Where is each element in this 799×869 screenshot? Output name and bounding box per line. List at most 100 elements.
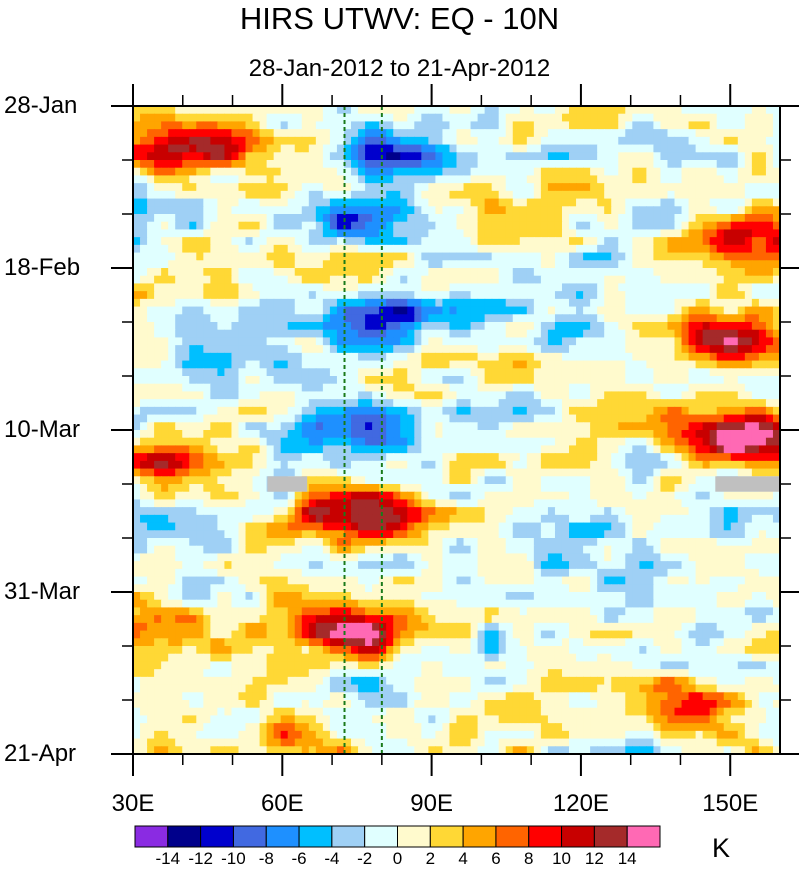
field-cell	[772, 298, 780, 308]
field-cell	[512, 422, 521, 431]
field-cell	[414, 391, 422, 400]
field-cell	[407, 507, 415, 516]
field-cell	[505, 129, 514, 138]
field-cell	[336, 414, 345, 423]
field-cell	[147, 507, 155, 516]
field-cell	[154, 291, 162, 300]
field-cell	[695, 360, 704, 369]
field-cell	[765, 376, 774, 385]
field-cell	[526, 345, 535, 354]
field-cell	[470, 376, 479, 385]
field-cell	[414, 237, 422, 246]
field-cell	[526, 329, 535, 339]
field-cell	[280, 136, 289, 146]
field-cell	[772, 337, 780, 346]
field-cell	[133, 430, 141, 439]
field-cell	[526, 198, 535, 207]
field-cell	[386, 237, 394, 246]
field-cell	[182, 376, 190, 385]
field-cell	[569, 152, 577, 161]
field-cell	[329, 260, 338, 269]
field-cell	[154, 337, 162, 346]
field-cell	[161, 129, 169, 138]
field-cell	[597, 476, 605, 485]
field-cell	[561, 360, 570, 369]
field-cell	[695, 445, 704, 454]
field-cell	[702, 283, 711, 292]
field-cell	[695, 283, 704, 292]
field-cell	[308, 136, 317, 146]
field-cell	[203, 221, 211, 231]
field-cell	[583, 437, 591, 447]
field-cell	[597, 514, 605, 524]
field-cell	[329, 175, 338, 184]
field-cell	[653, 360, 662, 369]
field-cell	[576, 476, 584, 485]
field-cell	[463, 121, 472, 130]
field-cell	[140, 345, 148, 354]
field-cell	[646, 298, 655, 308]
field-cell	[308, 283, 317, 292]
field-cell	[477, 175, 486, 184]
field-cell	[547, 144, 556, 153]
field-cell	[449, 152, 458, 161]
field-cell	[294, 275, 303, 285]
field-cell	[498, 406, 507, 416]
field-cell	[351, 414, 359, 423]
field-cell	[561, 345, 570, 354]
field-cell	[723, 422, 732, 431]
field-cell	[660, 391, 669, 400]
field-cell	[730, 291, 739, 300]
field-cell	[505, 468, 514, 477]
field-cell	[723, 221, 732, 231]
field-cell	[470, 314, 479, 323]
field-cell	[259, 476, 268, 485]
field-cell	[372, 152, 380, 161]
field-cell	[224, 422, 233, 431]
field-cell	[147, 522, 155, 531]
field-cell	[569, 298, 577, 308]
field-cell	[737, 391, 746, 400]
field-cell	[540, 383, 549, 393]
field-cell	[590, 190, 598, 200]
field-cell	[175, 460, 183, 470]
field-cell	[540, 244, 549, 254]
field-cell	[386, 368, 394, 377]
field-cell	[203, 522, 211, 531]
field-cell	[484, 507, 493, 516]
field-cell	[547, 190, 556, 200]
field-cell	[653, 106, 662, 115]
field-cell	[301, 206, 310, 215]
field-cell	[175, 476, 183, 485]
field-cell	[379, 414, 387, 423]
field-cell	[294, 229, 303, 238]
field-cell	[758, 144, 767, 153]
field-cell	[695, 291, 704, 300]
field-cell	[498, 460, 507, 470]
field-cell	[407, 190, 415, 200]
field-cell	[154, 129, 162, 138]
field-cell	[168, 183, 176, 192]
field-cell	[723, 322, 732, 331]
field-cell	[561, 268, 570, 277]
field-cell	[140, 383, 148, 393]
field-cell	[576, 190, 584, 200]
field-cell	[259, 514, 268, 524]
field-cell	[217, 113, 226, 123]
field-cell	[372, 491, 380, 501]
field-cell	[343, 252, 352, 261]
field-cell	[632, 221, 640, 231]
field-cell	[133, 190, 141, 200]
field-cell	[695, 144, 704, 153]
field-cell	[210, 268, 218, 277]
field-cell	[252, 453, 261, 462]
field-cell	[590, 445, 598, 454]
field-cell	[280, 121, 289, 130]
field-cell	[351, 298, 359, 308]
field-cell	[301, 422, 310, 431]
field-cell	[428, 221, 436, 231]
field-cell	[632, 337, 640, 346]
field-cell	[512, 291, 521, 300]
field-cell	[674, 352, 683, 362]
field-cell	[744, 121, 753, 130]
